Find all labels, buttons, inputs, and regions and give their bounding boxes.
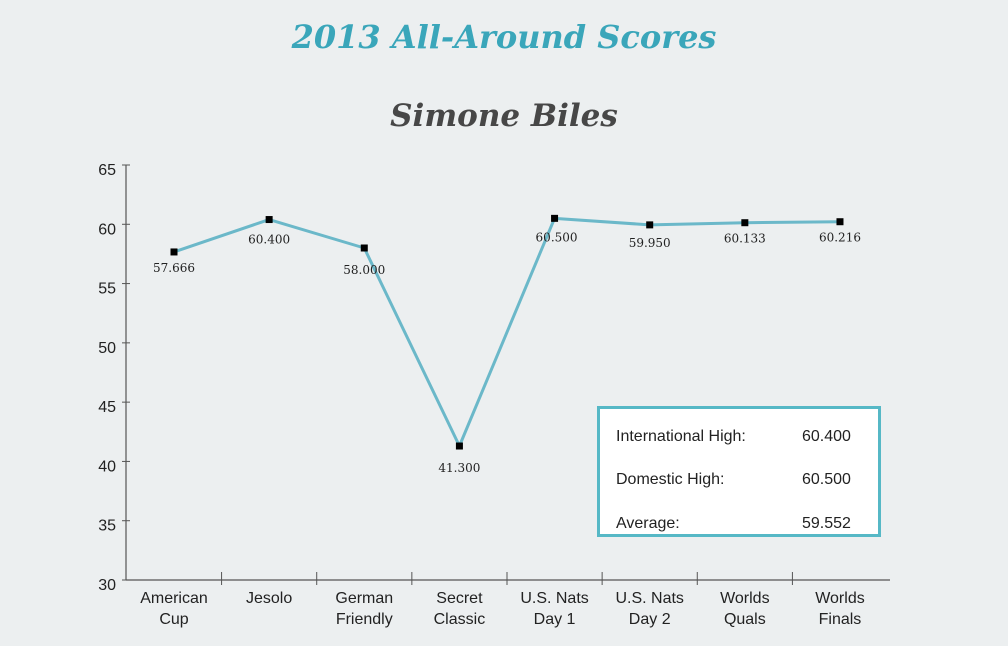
data-point-marker: [265, 216, 273, 224]
data-label: 60.500: [536, 230, 578, 244]
stat-row-international-high: International High: 60.400: [616, 415, 862, 459]
x-category-label: German Friendly: [335, 590, 393, 628]
data-label: 60.400: [248, 233, 290, 247]
x-category-label: Jesolo: [246, 590, 292, 607]
stat-label: International High:: [616, 427, 746, 445]
data-point-marker: [170, 248, 178, 256]
series-line: [170, 214, 844, 450]
stat-value: 60.400: [802, 427, 851, 445]
data-label: 60.133: [724, 232, 766, 246]
data-point-marker: [646, 221, 654, 229]
axes: 30 35 40 45 50 55 60 65: [98, 162, 890, 594]
x-category-label-line: U.S. Nats: [615, 590, 683, 607]
data-point-marker: [455, 442, 463, 450]
labels: American Cup Jesolo German Friendly Secret Cla…: [140, 230, 865, 628]
x-category-label-line: Day 2: [629, 611, 671, 628]
x-category-label: Worlds Finals: [815, 590, 865, 628]
x-category-label: U.S. Nats Day 2: [615, 590, 683, 628]
chart-subtitle: Simone Biles: [390, 98, 618, 134]
stat-label: Average:: [616, 514, 680, 532]
data-label: 58.000: [343, 263, 385, 277]
x-category-label-line: Friendly: [336, 611, 393, 628]
x-category-label: Worlds Quals: [720, 590, 770, 628]
data-label: 57.666: [153, 261, 195, 275]
y-tick-label: 55: [98, 281, 116, 298]
data-point-marker: [551, 214, 559, 222]
stat-value: 59.552: [802, 514, 851, 532]
x-category-label-line: Secret: [436, 590, 483, 607]
y-tick-label: 45: [98, 399, 116, 416]
stat-value: 60.500: [802, 471, 851, 489]
chart-title: 2013 All-Around Scores: [291, 18, 717, 56]
x-category-label-line: Finals: [819, 611, 862, 628]
x-category-label-line: Cup: [159, 611, 188, 628]
y-tick-label: 40: [98, 458, 116, 475]
x-category-label-line: Worlds: [815, 590, 865, 607]
y-tick-label: 60: [98, 221, 116, 238]
x-category-label-line: American: [140, 590, 208, 607]
x-category-label: American Cup: [140, 590, 208, 628]
data-label: 59.950: [629, 236, 671, 250]
stat-row-average: Average: 59.552: [616, 502, 862, 546]
stat-row-domestic-high: Domestic High: 60.500: [616, 459, 862, 503]
x-category-label-line: Worlds: [720, 590, 770, 607]
series-polyline: [173, 216, 840, 448]
x-category-label-line: Classic: [434, 611, 486, 628]
y-tick-label: 30: [98, 577, 116, 594]
x-category-label-line: U.S. Nats: [520, 590, 588, 607]
data-point-marker: [741, 219, 749, 227]
x-category-label: Secret Classic: [434, 590, 486, 628]
data-point-marker: [836, 218, 844, 226]
x-category-label-line: Quals: [724, 611, 766, 628]
x-category-label: U.S. Nats Day 1: [520, 590, 588, 628]
x-category-label-line: Jesolo: [246, 590, 292, 607]
x-category-label-line: German: [335, 590, 393, 607]
stats-box: International High: 60.400 Domestic High…: [597, 406, 881, 537]
data-label: 41.300: [438, 461, 480, 475]
y-tick-label: 35: [98, 518, 116, 535]
x-category-label-line: Day 1: [534, 611, 576, 628]
data-label: 60.216: [819, 231, 861, 245]
y-tick-label: 50: [98, 340, 116, 357]
y-tick-label: 65: [98, 162, 116, 179]
stat-label: Domestic High:: [616, 471, 725, 489]
data-point-marker: [360, 244, 368, 252]
